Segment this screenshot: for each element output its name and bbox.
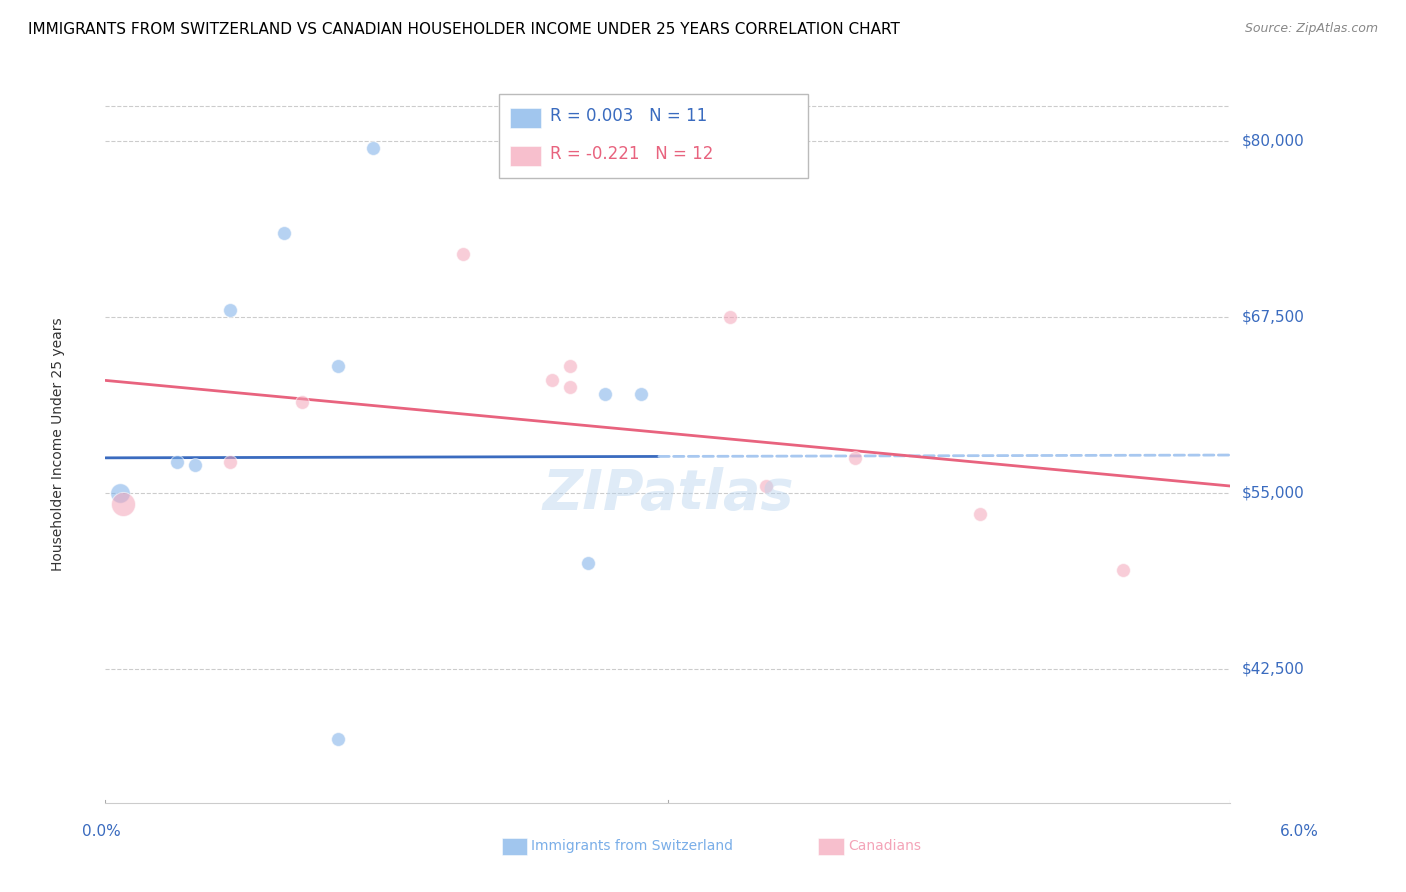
Text: ZIPatlas: ZIPatlas [543, 467, 793, 521]
Point [630, 387, 652, 401]
Text: R = -0.221   N = 12: R = -0.221 N = 12 [550, 145, 713, 163]
Text: $80,000: $80,000 [1241, 134, 1305, 149]
Text: 6.0%: 6.0% [1279, 824, 1319, 838]
Text: $55,000: $55,000 [1241, 485, 1305, 500]
Point [1112, 564, 1135, 578]
Text: Householder Income Under 25 years: Householder Income Under 25 years [51, 317, 65, 571]
Text: $42,500: $42,500 [1241, 662, 1305, 676]
Text: $67,500: $67,500 [1241, 310, 1305, 325]
Point [112, 497, 135, 511]
Point [273, 226, 295, 240]
Text: R = 0.003   N = 11: R = 0.003 N = 11 [550, 107, 707, 125]
Point [558, 359, 581, 374]
Point [361, 141, 384, 155]
Point [451, 246, 474, 260]
Point [595, 387, 617, 401]
Point [291, 394, 314, 409]
Point [718, 310, 741, 324]
Text: Source: ZipAtlas.com: Source: ZipAtlas.com [1244, 22, 1378, 36]
Point [326, 359, 349, 374]
Point [540, 373, 562, 387]
Point [166, 455, 188, 469]
Point [576, 557, 599, 571]
Point [108, 486, 131, 500]
Point [844, 450, 866, 465]
Point [219, 303, 242, 318]
Text: Immigrants from Switzerland: Immigrants from Switzerland [531, 838, 734, 853]
Point [219, 455, 242, 469]
Point [326, 732, 349, 747]
Text: IMMIGRANTS FROM SWITZERLAND VS CANADIAN HOUSEHOLDER INCOME UNDER 25 YEARS CORREL: IMMIGRANTS FROM SWITZERLAND VS CANADIAN … [28, 22, 900, 37]
Point [969, 507, 991, 521]
Point [183, 458, 205, 472]
Text: 0.0%: 0.0% [82, 824, 121, 838]
Text: Canadians: Canadians [848, 838, 921, 853]
Point [755, 479, 778, 493]
Point [558, 380, 581, 394]
